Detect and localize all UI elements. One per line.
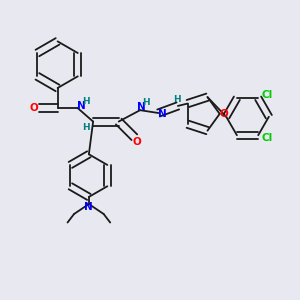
Text: O: O xyxy=(220,109,229,119)
Text: Cl: Cl xyxy=(262,90,273,100)
Text: H: H xyxy=(172,95,180,104)
Text: O: O xyxy=(132,137,141,147)
Text: H: H xyxy=(142,98,150,107)
Text: H: H xyxy=(82,123,90,132)
Text: N: N xyxy=(137,102,146,112)
Text: O: O xyxy=(30,103,38,113)
Text: N: N xyxy=(76,101,85,112)
Text: N: N xyxy=(85,202,93,212)
Text: Cl: Cl xyxy=(262,133,273,143)
Text: H: H xyxy=(82,97,89,106)
Text: N: N xyxy=(158,109,166,118)
